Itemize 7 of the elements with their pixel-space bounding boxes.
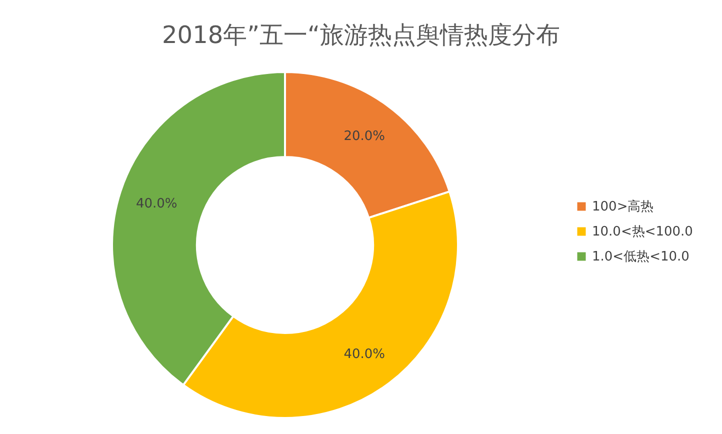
legend-label: 100>高热 — [592, 198, 654, 214]
data-label: 40.0% — [136, 196, 178, 212]
chart-title: 2018年”五一“旅游热点舆情热度分布 — [162, 21, 560, 49]
legend-label: 10.0<热<100.0 — [592, 224, 693, 240]
data-label: 40.0% — [344, 347, 386, 362]
legend-label: 1.0<低热<10.0 — [592, 250, 690, 264]
data-label: 20.0% — [344, 128, 386, 144]
